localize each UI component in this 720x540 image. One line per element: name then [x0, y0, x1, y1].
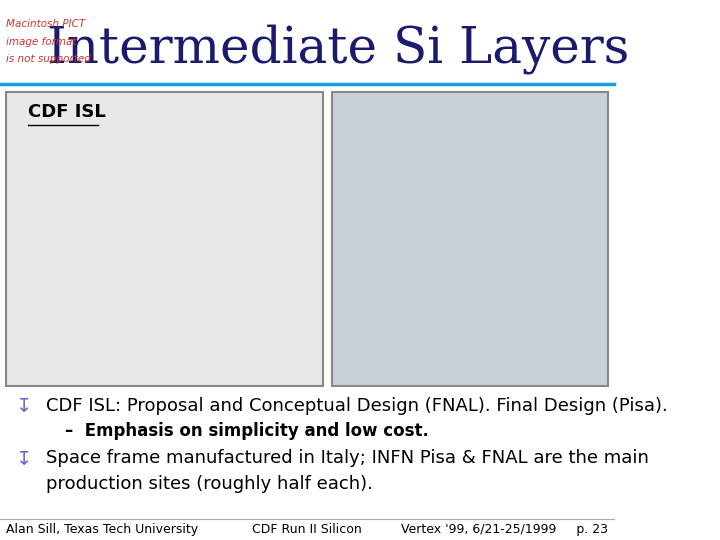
Text: Intermediate Si Layers: Intermediate Si Layers — [47, 24, 629, 74]
Bar — [6, 92, 323, 386]
Text: Vertex '99, 6/21-25/1999     p. 23: Vertex '99, 6/21-25/1999 p. 23 — [401, 523, 608, 536]
Text: is not supported: is not supported — [6, 55, 91, 64]
Text: CDF ISL: Proposal and Conceptual Design (FNAL). Final Design (Pisa).: CDF ISL: Proposal and Conceptual Design … — [46, 396, 668, 415]
Text: Macintosh PICT: Macintosh PICT — [6, 19, 86, 29]
Text: production sites (roughly half each).: production sites (roughly half each). — [46, 475, 373, 492]
Text: –  Emphasis on simplicity and low cost.: – Emphasis on simplicity and low cost. — [65, 422, 428, 440]
Text: ↧: ↧ — [15, 396, 32, 415]
Text: image format: image format — [6, 37, 76, 46]
Text: ↧: ↧ — [15, 449, 32, 468]
Text: CDF Run II Silicon: CDF Run II Silicon — [252, 523, 362, 536]
Text: CDF ISL: CDF ISL — [27, 103, 105, 120]
Text: Space frame manufactured in Italy; INFN Pisa & FNAL are the main: Space frame manufactured in Italy; INFN … — [46, 449, 649, 467]
Bar — [332, 92, 608, 386]
Text: Alan Sill, Texas Tech University: Alan Sill, Texas Tech University — [6, 523, 198, 536]
